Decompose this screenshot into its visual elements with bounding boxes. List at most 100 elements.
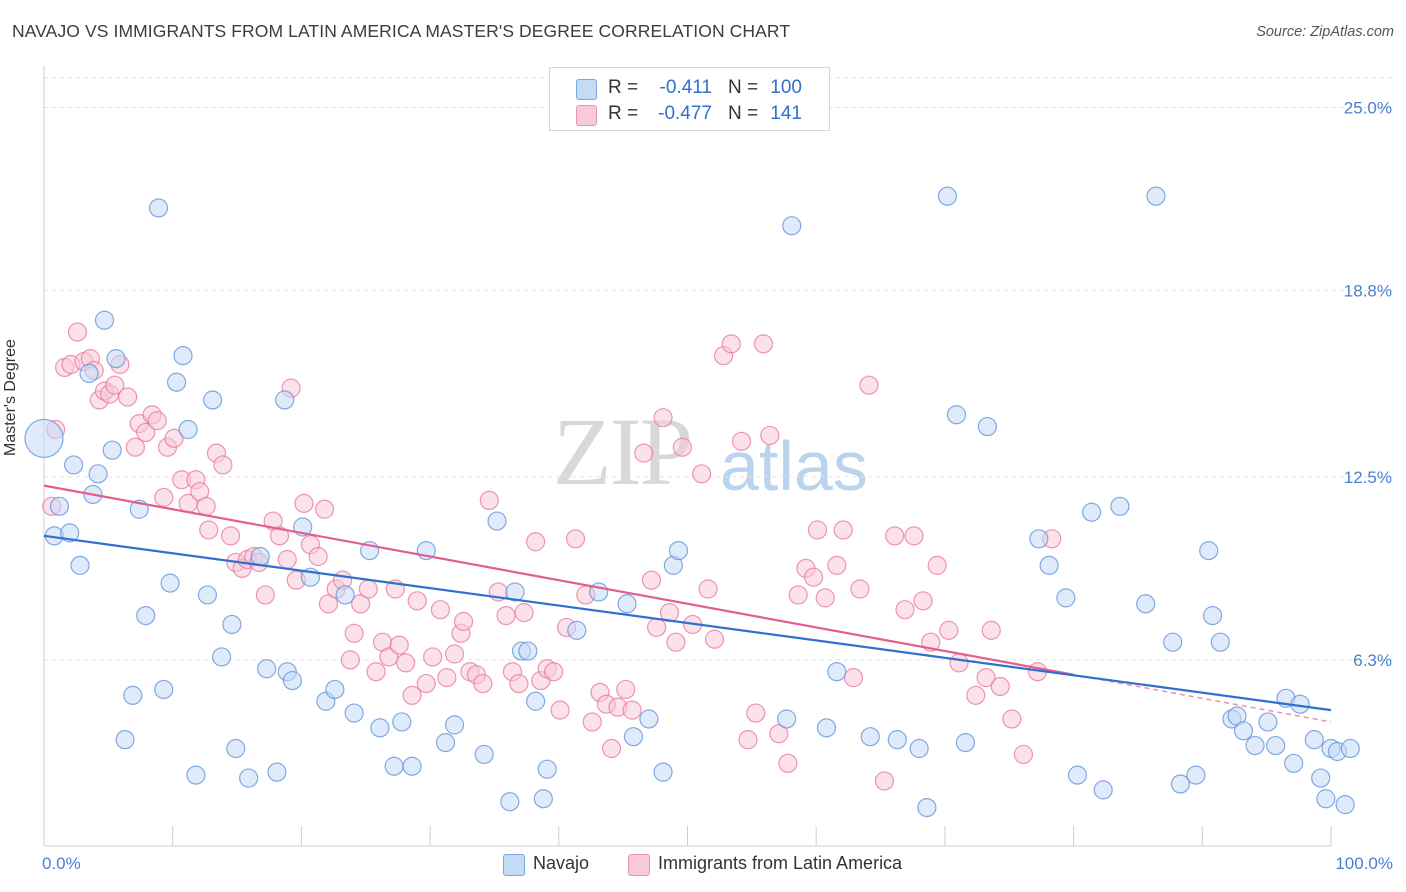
navajo-point <box>1170 774 1191 794</box>
latin-america-point <box>358 579 378 599</box>
latin-america-point <box>885 526 905 546</box>
latin-america-point <box>622 700 642 720</box>
latin-america-point <box>213 455 233 475</box>
navajo-point <box>1056 588 1076 608</box>
navajo-point <box>94 310 115 330</box>
latin-america-point <box>833 520 853 540</box>
latin-america-point <box>154 487 174 508</box>
navajo-point <box>487 511 507 531</box>
latin-america-point <box>105 375 125 395</box>
latin-america-point <box>514 603 534 623</box>
navajo-point <box>1110 496 1130 516</box>
r-label: R = <box>608 103 639 124</box>
navajo-point <box>160 573 180 593</box>
navajo-point <box>1335 795 1355 815</box>
navajo-point <box>1316 789 1336 809</box>
navajo-point <box>1039 555 1059 575</box>
latin-america-point <box>874 771 895 791</box>
latin-america-point <box>453 611 474 632</box>
navajo-point <box>1202 605 1223 626</box>
navajo-point <box>782 216 802 236</box>
x-tick-label: 100.0% <box>1335 854 1393 873</box>
latin-america-point <box>402 685 422 705</box>
r-value: -0.411 <box>659 77 712 98</box>
latin-america-point <box>437 668 457 688</box>
latin-america-point <box>294 493 314 513</box>
navajo-point <box>526 691 546 711</box>
navajo-point <box>154 679 174 700</box>
navajo-point <box>639 709 659 729</box>
latin-america-trendline-extension <box>1073 673 1332 723</box>
latin-america-point <box>949 653 969 673</box>
latin-america-point <box>544 662 564 682</box>
navajo-point <box>197 585 218 605</box>
latin-america-point <box>843 668 864 688</box>
navajo-point <box>653 762 673 782</box>
navajo-point <box>617 594 637 614</box>
navajo-trendline <box>43 534 1332 712</box>
latin-america-point <box>366 662 386 682</box>
navajo-point <box>370 718 390 738</box>
navajo-point <box>623 727 644 747</box>
latin-america-trendline <box>43 484 1074 676</box>
navajo-point <box>148 198 169 218</box>
series-legend: Navajo Immigrants from Latin America <box>0 852 1406 878</box>
navajo-point <box>222 614 242 635</box>
latin-america-point <box>895 600 915 620</box>
navajo-point <box>567 620 587 640</box>
latin-america-point <box>778 753 798 773</box>
latin-america-point <box>351 594 371 614</box>
navajo-point <box>946 405 967 425</box>
latin-america-point <box>672 437 692 457</box>
latin-america-point <box>1013 744 1034 765</box>
latin-america-point <box>731 431 752 451</box>
navajo-point <box>977 416 997 437</box>
latin-america-point <box>653 408 673 428</box>
navajo-point <box>384 756 404 776</box>
navajo-point <box>402 756 422 776</box>
navajo-point <box>115 730 135 750</box>
navajo-point <box>166 372 187 392</box>
latin-america-point <box>927 555 947 575</box>
latin-america-point <box>1002 709 1022 729</box>
latin-america-point <box>473 673 493 694</box>
legend-label: Navajo <box>533 853 590 873</box>
latin-america-point <box>389 635 409 655</box>
navajo-point <box>1304 730 1324 750</box>
navajo-point <box>1258 712 1278 732</box>
latin-america-point <box>308 546 328 567</box>
y-tick-label: 6.3% <box>1353 651 1392 670</box>
latin-america-point <box>164 428 184 448</box>
latin-america-point <box>641 570 662 590</box>
latin-america-point <box>966 685 986 705</box>
navajo-point <box>239 768 259 788</box>
latin-america-point <box>407 591 427 611</box>
navajo-point <box>202 390 223 410</box>
latin-america-point <box>804 567 824 587</box>
latin-america-point <box>509 673 529 694</box>
stats-row-latin-america: R = -0.477 N = 141 <box>550 102 829 128</box>
navajo-point <box>533 789 553 809</box>
navajo-point <box>537 759 557 779</box>
navajo-point <box>1163 632 1183 652</box>
latin-america-point <box>67 322 88 342</box>
latin-america-point <box>136 422 156 443</box>
latin-america-point <box>904 526 924 546</box>
latin-america-point <box>769 724 789 744</box>
navajo-point <box>1284 753 1304 773</box>
navajo-point <box>1210 632 1230 652</box>
navajo-point <box>1186 765 1206 785</box>
navajo-point <box>136 605 156 626</box>
n-label: N = <box>728 77 759 98</box>
latin-america-point <box>616 679 636 700</box>
navajo-point <box>344 703 364 723</box>
navajo-point <box>79 363 99 383</box>
latin-america-point <box>565 529 586 549</box>
latin-america-point <box>269 526 290 546</box>
latin-america-point <box>496 605 516 626</box>
navajo-point <box>102 440 122 460</box>
latin-america-point <box>666 632 686 652</box>
latin-america-point <box>704 629 725 649</box>
latin-america-point <box>760 425 780 446</box>
latin-america-point <box>746 703 766 723</box>
